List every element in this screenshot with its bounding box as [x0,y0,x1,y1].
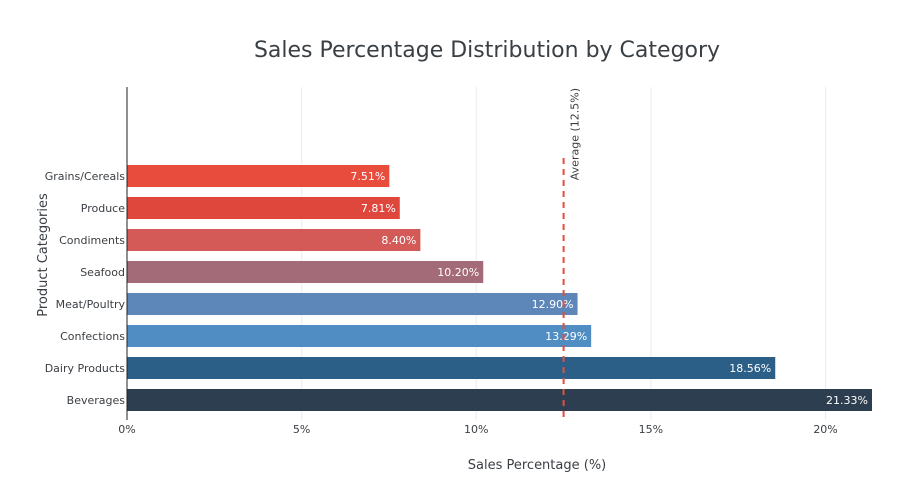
bar [127,261,484,283]
bar [127,357,776,379]
bar [127,325,592,347]
x-tick-label: 15% [639,423,663,436]
y-axis-title: Product Categories [36,193,51,317]
bar-value-label: 21.33% [826,394,868,407]
category-label: Beverages [67,394,126,407]
bar-value-label: 8.40% [381,234,416,247]
bar [127,197,400,219]
category-label: Meat/Poultry [56,298,126,311]
chart-title: Sales Percentage Distribution by Categor… [254,38,720,63]
x-axis-ticks: 0% 5% 10% 15% 20% [118,423,837,436]
category-label: Grains/Cereals [45,170,126,183]
category-label: Confections [60,330,125,343]
x-tick-label: 0% [118,423,135,436]
bar-value-label: 12.90% [532,298,574,311]
bars: 7.51% 7.81% 8.40% 10.20% 12.90% 13.29% 18.56% 2… [127,165,872,411]
bar-value-label: 10.20% [437,266,479,279]
bar-value-label: 7.51% [350,170,385,183]
bar [127,389,872,411]
x-tick-label: 5% [293,423,310,436]
bar [127,293,578,315]
bar-value-label: 18.56% [729,362,771,375]
bar [127,165,390,187]
bar-value-label: 13.29% [545,330,587,343]
average-label: Average (12.5%) [569,88,582,180]
category-label: Seafood [80,266,125,279]
average-reference: Average (12.5%) [562,88,582,420]
bar-value-label: 7.81% [361,202,396,215]
x-axis-title: Sales Percentage (%) [468,458,607,473]
y-axis-categories: Grains/Cereals Produce Condiments Seafood Me… [45,170,126,407]
category-label: Condiments [59,234,125,247]
category-label: Produce [81,202,125,215]
x-tick-label: 20% [813,423,837,436]
bar [127,229,421,251]
category-label: Dairy Products [45,362,126,375]
x-tick-label: 10% [464,423,488,436]
